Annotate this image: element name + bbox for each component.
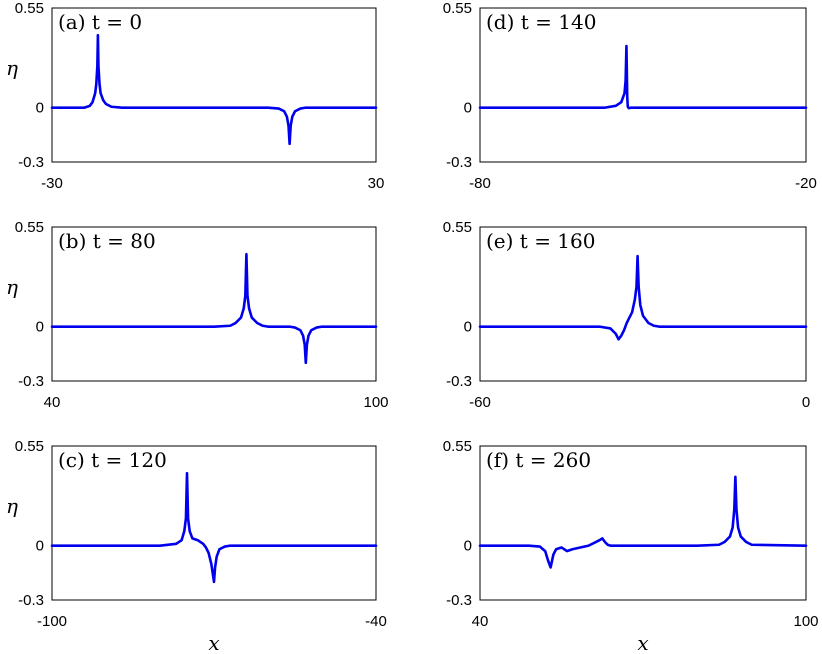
panel-title: (b) t = 80 <box>58 229 156 253</box>
panel-e: 0.55 0 -0.3 -60 0 (e) t = 160 <box>443 219 810 411</box>
y-tick-label: 0.55 <box>15 0 44 17</box>
plot-frame <box>51 7 377 163</box>
y-tick-label: -0.3 <box>18 154 44 171</box>
y-tick-label: 0 <box>464 538 472 555</box>
y-tick-label: 0.55 <box>443 438 472 455</box>
series-line <box>50 471 378 584</box>
x-tick-label: -40 <box>365 613 387 630</box>
y-tick-label: -0.3 <box>446 373 472 390</box>
x-tick-label: -100 <box>37 613 67 630</box>
y-tick-label: 0 <box>36 319 44 336</box>
series-line <box>478 44 808 110</box>
x-axis-label: x <box>208 631 219 654</box>
x-tick-label: -80 <box>469 175 491 192</box>
series-line <box>478 475 808 569</box>
x-tick-label: 30 <box>368 175 385 192</box>
panel-title: (e) t = 160 <box>486 229 595 253</box>
x-tick-label: 100 <box>363 394 388 411</box>
y-tick-label: 0 <box>464 100 472 117</box>
panel-title: (f) t = 260 <box>486 448 591 472</box>
x-tick-label: 100 <box>793 613 818 630</box>
y-axis-label: η <box>6 494 18 518</box>
series-line <box>50 252 378 365</box>
panel-f: 0.55 0 -0.340 100 (f) t = 260 x <box>443 438 819 654</box>
y-tick-label: -0.3 <box>18 592 44 609</box>
x-tick-label: -60 <box>469 394 491 411</box>
panel-title: (c) t = 120 <box>58 448 167 472</box>
y-tick-label: 0.55 <box>15 438 44 455</box>
panel-d: 0.55 0 -0.3 -80 -20 (d) t = 140 <box>443 0 817 192</box>
y-tick-label: -0.3 <box>446 592 472 609</box>
panel-title: (d) t = 140 <box>486 10 596 34</box>
panel-c: 0.55 0 -0.3 -100 -40 (c) t = 120 η x <box>6 438 387 654</box>
x-axis-label: x <box>637 631 648 654</box>
y-tick-label: 0 <box>464 319 472 336</box>
y-tick-label: 0.55 <box>443 0 472 17</box>
series-line <box>478 254 808 341</box>
y-axis-label: η <box>6 56 18 80</box>
panel-b: 0.55 0 -0.340 100 (b) t = 80 η <box>6 219 389 411</box>
series-line <box>50 33 378 146</box>
y-tick-label: -0.3 <box>18 373 44 390</box>
x-tick-label: -30 <box>41 175 63 192</box>
y-tick-label: 0.55 <box>443 219 472 236</box>
plot-frame <box>51 226 377 382</box>
x-tick-label: 0 <box>802 394 810 411</box>
x-tick-label: 40 <box>44 394 61 411</box>
plot-frame <box>479 445 807 601</box>
y-tick-label: 0 <box>36 538 44 555</box>
plot-frame <box>479 7 807 163</box>
x-tick-label: -20 <box>795 175 817 192</box>
x-tick-label: 40 <box>472 613 489 630</box>
plot-frame <box>479 226 807 382</box>
panel-title: (a) t = 0 <box>58 10 142 34</box>
y-tick-label: 0 <box>36 100 44 117</box>
y-tick-label: -0.3 <box>446 154 472 171</box>
y-axis-label: η <box>6 275 18 299</box>
panel-a: 0.55 0 -0.3 -30 30 (a) t = 0 η <box>6 0 384 192</box>
y-tick-label: 0.55 <box>15 219 44 236</box>
